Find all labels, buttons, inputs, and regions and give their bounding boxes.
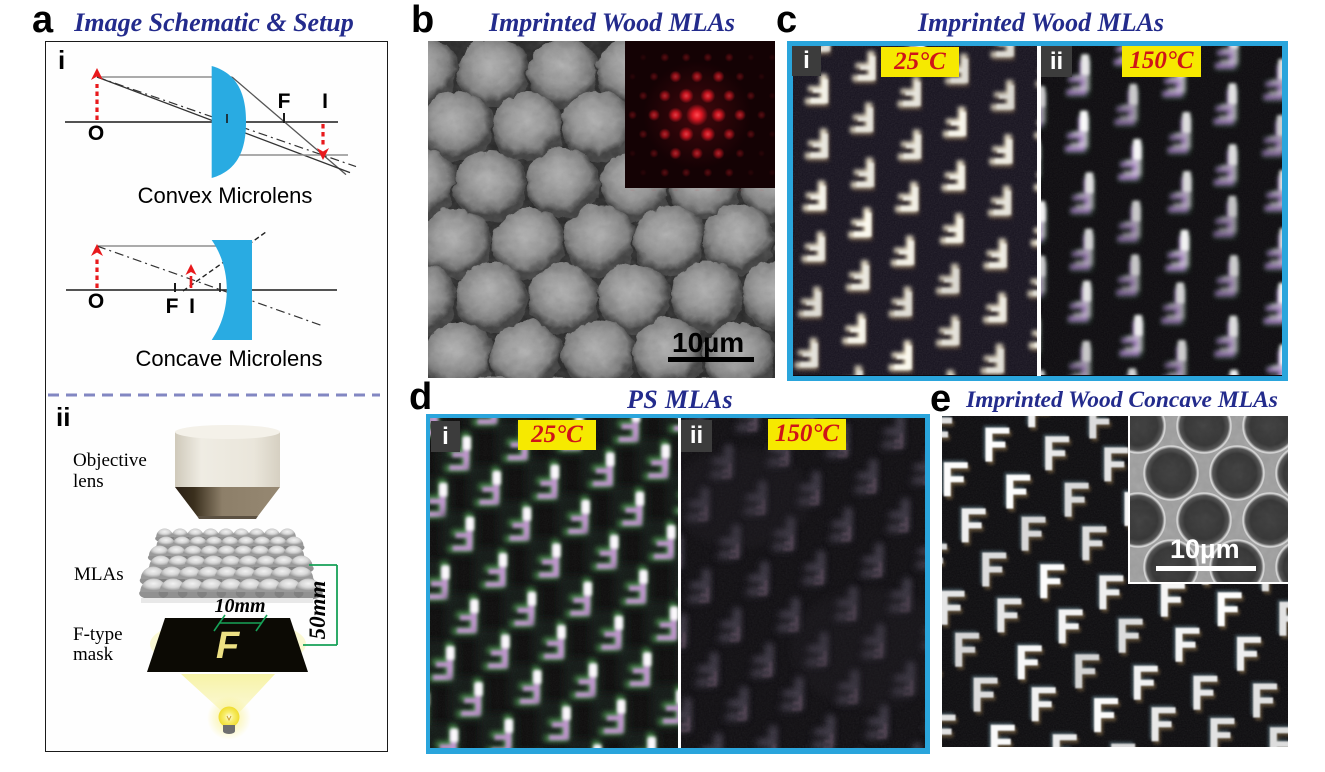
svg-text:Convex Microlens: Convex Microlens bbox=[138, 183, 313, 208]
svg-text:50mm: 50mm bbox=[305, 581, 330, 640]
svg-text:i: i bbox=[58, 45, 65, 75]
svg-text:O: O bbox=[88, 122, 104, 145]
svg-text:O: O bbox=[88, 290, 104, 313]
svg-text:F: F bbox=[216, 625, 241, 667]
svg-text:F: F bbox=[166, 295, 179, 318]
svg-text:I: I bbox=[322, 90, 328, 113]
svg-text:10mm: 10mm bbox=[214, 595, 265, 617]
svg-text:MLAs: MLAs bbox=[74, 564, 124, 585]
svg-text:F: F bbox=[278, 90, 291, 113]
svg-text:mask: mask bbox=[73, 644, 114, 665]
svg-text:Objective: Objective bbox=[73, 450, 147, 471]
svg-text:Concave Microlens: Concave Microlens bbox=[135, 346, 322, 371]
svg-text:ii: ii bbox=[56, 402, 70, 432]
svg-text:F-type: F-type bbox=[73, 624, 123, 645]
svg-text:lens: lens bbox=[73, 471, 104, 492]
svg-text:I: I bbox=[189, 295, 195, 318]
